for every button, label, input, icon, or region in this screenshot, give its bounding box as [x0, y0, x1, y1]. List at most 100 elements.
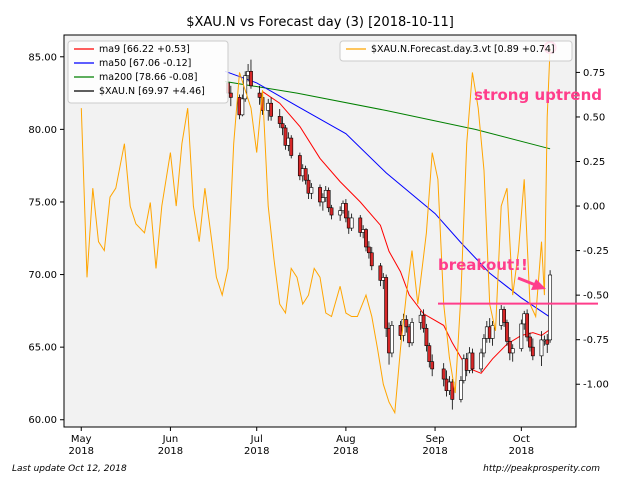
candle-body	[530, 346, 535, 357]
candle-body	[505, 322, 509, 342]
candle-body	[297, 155, 302, 177]
candle-body	[421, 314, 426, 329]
candle-body	[257, 92, 262, 98]
x-tick-label-month: May	[71, 434, 92, 445]
candle-body	[366, 246, 371, 254]
x-tick-label-year: 2018	[158, 446, 183, 457]
candle-body	[482, 338, 486, 354]
legend-box	[339, 40, 573, 62]
candle-body	[318, 187, 322, 203]
candle-body	[459, 380, 463, 400]
candle-body	[430, 361, 435, 370]
legend-label: ma50 [67.06 -0.12]	[99, 58, 191, 69]
x-tick-label-year: 2018	[422, 446, 447, 457]
candle-body	[309, 187, 314, 194]
candle-body	[427, 345, 432, 362]
candle-body	[277, 116, 282, 124]
y-right-tick-label: 0.25	[583, 157, 605, 168]
y-left-tick-label: 65.00	[28, 343, 57, 354]
legend-right: $XAU.N.Forecast.day.3.vt [0.89 +0.74]	[339, 40, 573, 62]
candle-body	[283, 127, 288, 146]
x-tick-label-month: Jul	[250, 434, 263, 445]
y-right-tick-label: 0.00	[583, 202, 605, 213]
candle-body	[525, 313, 530, 338]
forecast-line	[80, 47, 551, 415]
candle-body	[470, 352, 475, 370]
y-left-tick-label: 70.00	[28, 270, 57, 281]
y-left-tick-label: 80.00	[28, 125, 57, 136]
candle-body	[507, 341, 512, 354]
ma50-series	[224, 70, 551, 318]
candle-body	[329, 207, 334, 216]
legend-label: ma9 [66.22 +0.53]	[99, 44, 190, 55]
ma200-line	[225, 81, 551, 150]
candle-body	[479, 352, 483, 370]
candle-body	[410, 322, 414, 344]
candle-body	[269, 102, 274, 117]
legend-label: $XAU.N [69.97 +4.46]	[99, 86, 205, 97]
candle-body	[326, 190, 331, 209]
annotation-breakout: breakout!!	[438, 256, 528, 274]
candle-body	[243, 75, 248, 100]
candle-body	[384, 277, 389, 329]
x-tick-label-month: Oct	[513, 434, 530, 445]
forecast-series	[80, 47, 551, 415]
legend-left: ma9 [66.22 +0.53] ma50 [67.06 -0.12] ma200…	[67, 40, 229, 104]
ma50-line	[224, 70, 551, 318]
candle-body	[390, 325, 394, 354]
candle-body	[303, 168, 308, 181]
candle-body	[343, 203, 348, 219]
footer-source-url: http://peakprosperity.com	[483, 464, 600, 474]
candle-body	[306, 179, 311, 194]
ma200-series	[225, 81, 551, 150]
candle-body	[289, 137, 294, 156]
candle-body	[338, 210, 343, 216]
annotations: strong uptrend breakout!!	[438, 40, 602, 305]
candle-body	[280, 123, 285, 129]
breakout-arrow-head	[531, 279, 546, 290]
y-left-tick-label: 60.00	[28, 415, 57, 426]
x-tick-label-year: 2018	[509, 446, 534, 457]
axes: 60.00 65.00 70.00 75.00 80.00 85.00 -1.00 -0.75…	[28, 52, 609, 457]
candle-body	[404, 319, 409, 328]
y-right-tick-label: 0.75	[583, 68, 605, 79]
legend-box	[67, 40, 229, 104]
candle-body	[539, 339, 544, 357]
x-tick-label-month: Aug	[336, 434, 356, 445]
y-right-tick-label: 0.50	[583, 112, 605, 123]
x-tick-label-year: 2018	[333, 446, 358, 457]
x-tick-label-month: Sep	[426, 434, 445, 445]
x-tick-label-year: 2018	[244, 446, 269, 457]
legend-label: ma200 [78.66 -0.08]	[99, 72, 197, 83]
candle-body	[228, 92, 233, 98]
candle-body	[424, 327, 429, 346]
candle-body	[502, 309, 506, 323]
candle-body	[364, 229, 368, 248]
candle-body	[519, 323, 524, 349]
candle-body	[369, 252, 374, 267]
candle-body	[320, 197, 325, 203]
y-left-tick-label: 75.00	[28, 197, 57, 208]
y-right-tick-label: -0.25	[583, 246, 609, 257]
candle-body	[545, 339, 550, 345]
candle-body	[450, 381, 455, 400]
footer-last-update: Last update Oct 12, 2018	[12, 464, 127, 474]
chart-title: $XAU.N vs Forecast day (3) [2018-10-11]	[186, 15, 454, 30]
candle-body	[240, 98, 245, 116]
annotation-strong-uptrend: strong uptrend	[474, 86, 602, 104]
candle-body	[378, 265, 383, 281]
candle-body	[548, 274, 553, 341]
candle-body	[528, 336, 532, 348]
candle-body	[249, 70, 253, 87]
candle-body	[490, 325, 495, 339]
candle-body	[349, 217, 354, 229]
legend-label: $XAU.N.Forecast.day.3.vt [0.89 +0.74]	[371, 44, 555, 55]
y-left-tick-label: 85.00	[28, 52, 57, 63]
candle-body	[358, 217, 363, 233]
x-tick-label-month: Jun	[162, 434, 179, 445]
y-right-tick-label: -0.75	[583, 335, 609, 346]
candle-body	[441, 368, 446, 380]
candle-body	[510, 348, 515, 354]
y-right-tick-label: -1.00	[583, 380, 609, 391]
